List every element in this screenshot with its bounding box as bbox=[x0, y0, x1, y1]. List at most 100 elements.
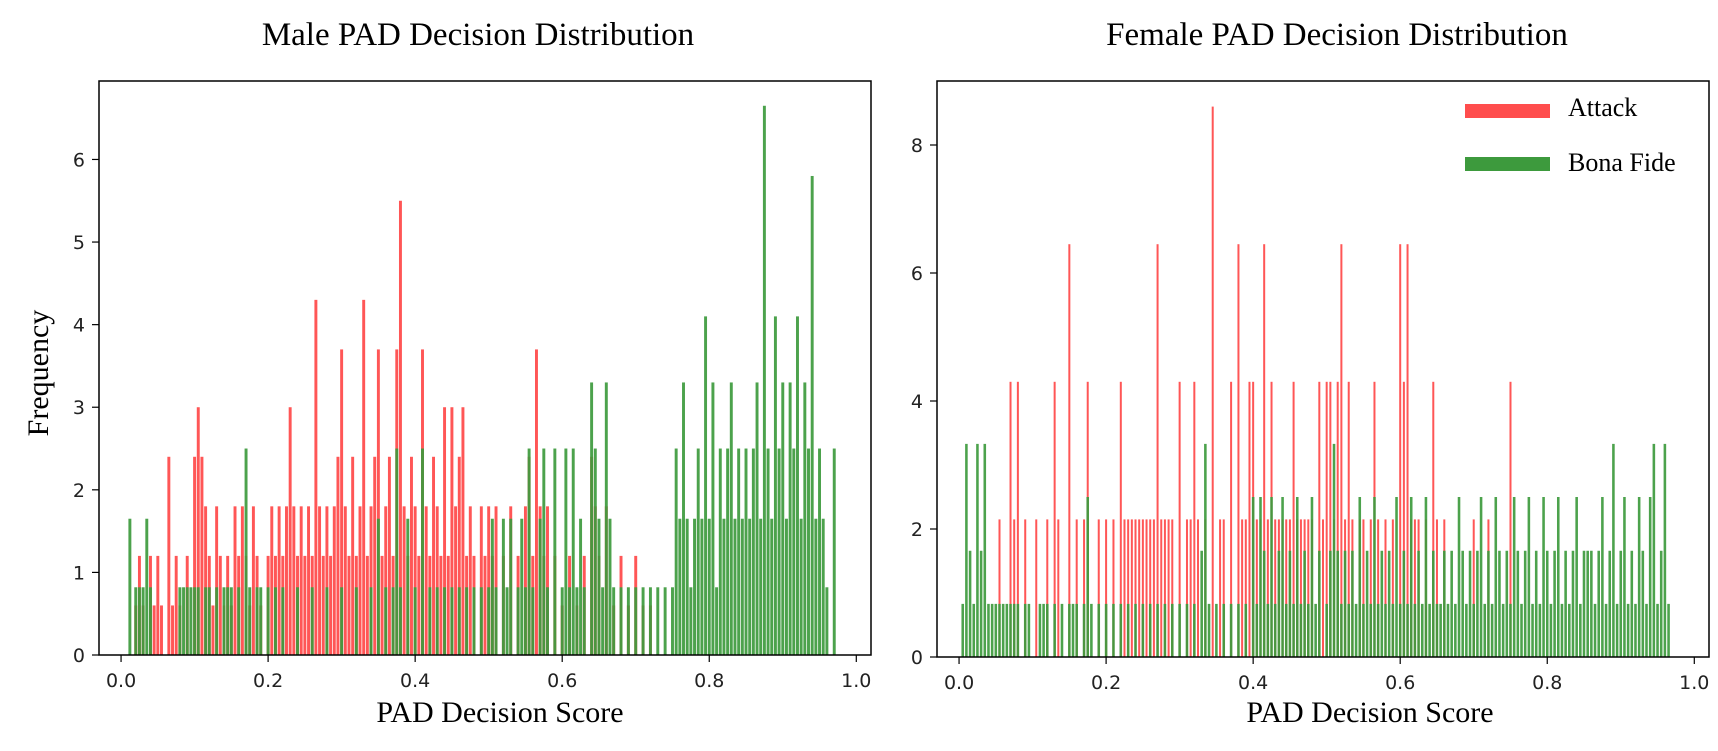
female-x-tick-label: 1.0 bbox=[1679, 672, 1709, 694]
female-bar bbox=[1016, 381, 1019, 657]
male-bar bbox=[601, 587, 605, 655]
female-bar bbox=[1531, 603, 1534, 657]
male-x-tick-label: 0.0 bbox=[106, 670, 136, 692]
male-bar bbox=[479, 506, 483, 655]
female-bar bbox=[1604, 603, 1608, 657]
female-bar bbox=[1369, 519, 1372, 657]
female-bar bbox=[1042, 603, 1045, 657]
male-bar bbox=[487, 506, 491, 655]
male-bar bbox=[365, 555, 369, 655]
male-bar bbox=[535, 349, 538, 655]
female-series-bona-fide bbox=[961, 443, 1670, 657]
male-bar bbox=[726, 448, 730, 655]
male-bar bbox=[472, 587, 476, 655]
female-bar bbox=[1623, 497, 1626, 657]
female-bar bbox=[1590, 550, 1593, 657]
male-bar bbox=[288, 407, 292, 655]
male-bar bbox=[612, 587, 616, 655]
male-bar bbox=[527, 448, 531, 655]
female-bar bbox=[1387, 550, 1391, 657]
female-bar bbox=[1013, 519, 1016, 657]
male-bar bbox=[376, 518, 380, 655]
male-bar bbox=[413, 587, 417, 655]
male-bar bbox=[432, 456, 435, 655]
female-bar bbox=[1274, 519, 1277, 657]
female-bar bbox=[1318, 381, 1321, 657]
female-bar bbox=[1568, 603, 1571, 657]
male-bar bbox=[391, 587, 395, 655]
female-bar bbox=[1303, 550, 1306, 657]
male-bar bbox=[435, 506, 439, 655]
male-bar bbox=[200, 456, 204, 655]
male-bar bbox=[226, 587, 230, 655]
female-bar bbox=[1476, 550, 1479, 657]
female-bar bbox=[1068, 603, 1071, 657]
male-bar bbox=[792, 448, 796, 655]
female-bar bbox=[1292, 603, 1295, 657]
female-bar bbox=[998, 603, 1001, 657]
female-bar bbox=[1119, 381, 1122, 657]
female-bar bbox=[1248, 381, 1251, 657]
female-bar bbox=[1285, 519, 1288, 657]
male-bar bbox=[421, 448, 424, 655]
male-bar bbox=[318, 506, 322, 655]
male-bar bbox=[340, 587, 344, 655]
female-bar bbox=[1520, 603, 1523, 657]
female-bar bbox=[1656, 603, 1659, 657]
female-bar bbox=[1413, 603, 1417, 657]
female-bar bbox=[1347, 381, 1350, 657]
legend-swatch-attack bbox=[1465, 104, 1550, 118]
male-bar bbox=[619, 587, 623, 655]
male-bar bbox=[354, 587, 358, 655]
male-bar bbox=[329, 555, 333, 655]
female-bar bbox=[1406, 244, 1409, 657]
female-bar bbox=[1479, 497, 1483, 657]
male-bar bbox=[450, 587, 454, 655]
female-bar bbox=[1189, 519, 1192, 657]
female-bar bbox=[1068, 244, 1071, 657]
male-bar bbox=[215, 587, 219, 655]
female-bar bbox=[1549, 603, 1553, 657]
male-bar bbox=[240, 506, 244, 655]
male-bar bbox=[461, 407, 465, 655]
female-bar bbox=[1035, 519, 1038, 657]
female-bar bbox=[1222, 519, 1225, 657]
female-bar bbox=[1134, 603, 1137, 657]
female-bar bbox=[1615, 603, 1619, 657]
male-bar bbox=[446, 555, 450, 655]
male-bar bbox=[137, 587, 141, 655]
male-bar bbox=[428, 587, 432, 655]
male-bar bbox=[593, 448, 597, 655]
female-bar bbox=[1230, 381, 1233, 657]
female-bar bbox=[972, 603, 976, 657]
male-bar bbox=[814, 518, 818, 655]
female-bar bbox=[1538, 603, 1542, 657]
female-bar bbox=[1443, 550, 1446, 657]
female-bar bbox=[1057, 519, 1060, 657]
male-bar bbox=[182, 587, 186, 655]
male-x-tick-label: 0.6 bbox=[547, 670, 577, 692]
male-bar bbox=[707, 518, 711, 655]
female-bar bbox=[1608, 550, 1612, 657]
male-bar bbox=[788, 382, 792, 655]
female-bar bbox=[1362, 519, 1365, 657]
female-bar bbox=[1295, 497, 1299, 657]
male-bar bbox=[303, 555, 307, 655]
male-bar bbox=[634, 587, 638, 655]
female-bar bbox=[1483, 603, 1487, 657]
male-series-bona-fide bbox=[128, 105, 836, 656]
female-bar bbox=[1060, 603, 1064, 657]
male-bar bbox=[641, 587, 645, 655]
male-bar bbox=[762, 105, 766, 655]
male-bar bbox=[604, 382, 608, 655]
female-bar bbox=[1527, 497, 1531, 657]
female-bar bbox=[1435, 519, 1438, 657]
female-bar bbox=[1398, 603, 1402, 657]
female-bar bbox=[1329, 381, 1332, 657]
female-bar bbox=[998, 519, 1001, 657]
female-bar bbox=[1391, 519, 1394, 657]
female-bar bbox=[1241, 519, 1244, 657]
female-bar bbox=[1494, 497, 1498, 657]
female-bar bbox=[1612, 443, 1615, 657]
male-y-tick-label: 0 bbox=[73, 645, 85, 667]
